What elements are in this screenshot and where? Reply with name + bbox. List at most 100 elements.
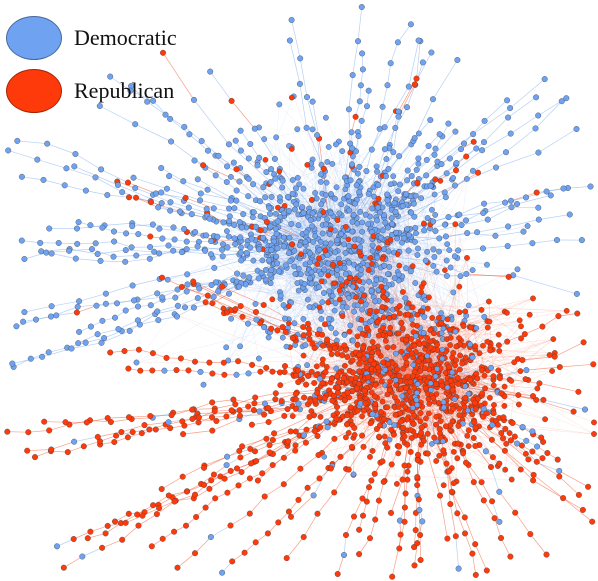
node xyxy=(382,337,389,344)
edge xyxy=(135,123,172,142)
node xyxy=(474,375,481,382)
node xyxy=(378,378,385,385)
edge xyxy=(8,150,38,160)
node xyxy=(358,266,365,273)
edge xyxy=(455,536,459,569)
edge xyxy=(306,236,331,301)
edge xyxy=(74,436,98,443)
edge xyxy=(239,414,265,417)
node xyxy=(508,476,515,483)
node xyxy=(333,184,340,191)
node xyxy=(353,182,360,189)
node xyxy=(327,210,334,217)
node xyxy=(473,370,480,377)
node xyxy=(338,201,345,208)
edge xyxy=(329,291,382,312)
node xyxy=(369,339,376,345)
node xyxy=(433,458,440,464)
node xyxy=(426,400,433,407)
edge xyxy=(309,288,317,308)
node xyxy=(359,330,366,337)
edge xyxy=(532,239,558,244)
node xyxy=(334,266,341,273)
node xyxy=(357,209,363,215)
edge xyxy=(375,381,472,411)
node xyxy=(518,323,524,330)
node xyxy=(164,276,171,283)
node xyxy=(376,433,382,440)
edge xyxy=(127,182,157,194)
edge xyxy=(249,496,265,514)
edge xyxy=(327,212,335,267)
edge xyxy=(203,207,393,385)
node xyxy=(302,239,309,245)
node xyxy=(349,228,356,235)
node xyxy=(336,287,343,294)
node xyxy=(396,372,403,379)
node xyxy=(307,275,314,282)
node xyxy=(277,292,284,299)
edge xyxy=(536,188,564,193)
edge xyxy=(393,224,408,344)
edge xyxy=(348,75,354,110)
node xyxy=(415,245,421,252)
node xyxy=(415,358,422,365)
edge xyxy=(348,237,381,263)
node xyxy=(412,280,419,286)
node xyxy=(393,350,399,357)
node xyxy=(496,348,503,354)
edge xyxy=(303,513,318,538)
node xyxy=(305,320,311,327)
node xyxy=(322,321,328,328)
node xyxy=(316,284,322,290)
node xyxy=(542,416,548,423)
node xyxy=(526,311,533,318)
edge xyxy=(24,305,52,313)
edge xyxy=(43,179,65,186)
edge xyxy=(132,278,160,286)
node xyxy=(279,334,286,341)
node xyxy=(431,254,438,260)
node xyxy=(312,233,318,239)
node xyxy=(481,372,488,379)
node xyxy=(289,177,296,183)
node xyxy=(372,298,379,305)
node xyxy=(342,250,349,256)
edge xyxy=(458,248,484,251)
node xyxy=(427,338,434,345)
edge xyxy=(538,128,577,153)
edge xyxy=(212,399,234,403)
node xyxy=(373,163,380,170)
node xyxy=(457,366,463,373)
edge xyxy=(107,416,130,419)
edge xyxy=(343,534,347,556)
node xyxy=(467,376,474,383)
edge xyxy=(283,468,301,485)
node xyxy=(429,206,435,213)
node xyxy=(394,481,400,487)
node xyxy=(398,348,405,355)
node xyxy=(478,307,485,313)
node xyxy=(282,315,288,322)
edge xyxy=(47,143,76,155)
node xyxy=(591,431,597,437)
node xyxy=(424,249,430,255)
edge xyxy=(539,382,579,393)
node xyxy=(343,304,350,311)
edge xyxy=(353,169,454,179)
node xyxy=(409,373,416,379)
edge xyxy=(107,194,130,198)
node xyxy=(403,385,409,391)
node xyxy=(200,381,207,388)
node xyxy=(300,316,307,322)
edge xyxy=(265,211,315,270)
node xyxy=(317,239,324,245)
node xyxy=(429,315,436,321)
edge xyxy=(161,167,184,182)
node xyxy=(228,315,234,322)
node xyxy=(354,333,361,340)
node xyxy=(322,247,329,254)
node xyxy=(374,254,381,261)
edge xyxy=(28,430,50,433)
